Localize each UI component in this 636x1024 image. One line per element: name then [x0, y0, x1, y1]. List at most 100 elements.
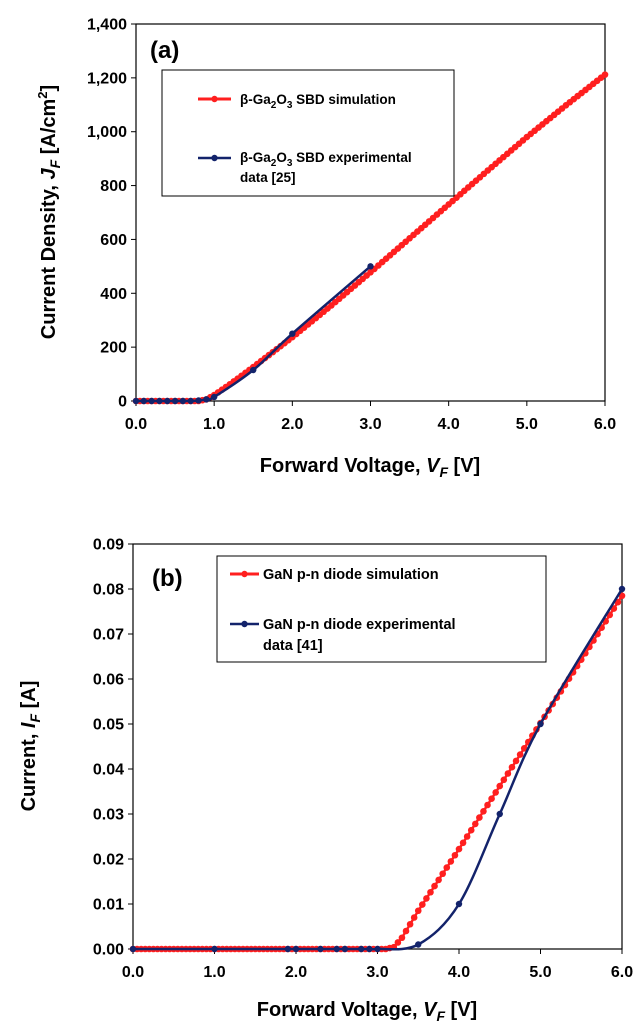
data-point	[504, 770, 512, 777]
x-tick-label: 3.0	[359, 416, 381, 433]
y-tick-label: 1,400	[87, 17, 127, 34]
panel-b-y-axis-title: Current, IF [A]	[18, 681, 43, 812]
y-tick-label: 0.05	[93, 717, 124, 734]
data-point	[211, 945, 218, 953]
data-point	[156, 397, 163, 405]
data-point	[284, 945, 292, 953]
x-tick-label: 4.0	[438, 416, 460, 433]
data-point	[171, 397, 179, 405]
x-tick-label: 2.0	[281, 416, 303, 433]
data-point	[187, 397, 194, 405]
x-tick-label: 3.0	[366, 964, 388, 981]
data-point	[508, 763, 516, 771]
panel-a-y-ticks: 0 200 400 600 800 1,000 1,200 1,400	[87, 17, 136, 411]
data-point	[496, 782, 504, 790]
y-tick-label: 0	[118, 394, 127, 411]
data-point	[435, 876, 442, 884]
legend-b-exp-label-line2: data [41]	[263, 638, 323, 654]
data-point	[410, 914, 418, 921]
data-point	[129, 945, 137, 953]
data-point	[423, 895, 430, 902]
data-point	[451, 851, 459, 859]
data-point	[520, 745, 528, 752]
panel-a-chart: 0 200 400 600 800 1,000 1,200 1,400 0.0 1.0 2.0 3.…	[35, 17, 616, 481]
y-tick-label: 0.08	[93, 582, 124, 599]
legend-a-exp-marker	[211, 154, 218, 162]
legend-a-sim-label: β-Ga2O3 SBD simulation	[240, 92, 396, 111]
y-tick-label: 0.01	[93, 897, 124, 914]
data-point	[484, 801, 491, 809]
y-tick-label: 0.09	[93, 537, 124, 554]
data-point	[467, 826, 475, 834]
x-tick-label: 4.0	[448, 964, 470, 981]
panel-a-legend-box	[161, 69, 455, 197]
data-point	[394, 939, 402, 946]
panel-b-label: (b)	[152, 565, 183, 592]
panel-b-series	[129, 585, 626, 953]
panel-a-y-axis-title: Current Density, JF [A/cm2]	[35, 85, 63, 339]
series-a-experimental	[132, 263, 374, 405]
data-point	[480, 808, 487, 815]
data-point	[500, 776, 508, 784]
panel-a-x-ticks: 0.0 1.0 2.0 3.0 4.0 5.0 6.0	[125, 401, 616, 433]
y-tick-label: 0.00	[93, 942, 124, 959]
data-point	[455, 900, 463, 908]
data-point	[210, 393, 218, 401]
x-tick-label: 5.0	[516, 416, 538, 433]
panel-b-y-ticks: 0.00 0.01 0.02 0.03 0.04 0.05 0.06 0.07 0.08 0.09	[93, 537, 133, 959]
y-tick-label: 0.07	[93, 627, 124, 644]
data-point	[419, 901, 426, 908]
data-point	[367, 263, 374, 270]
data-point	[341, 945, 349, 953]
data-point	[427, 888, 434, 896]
legend-a-exp-label-line2: data [25]	[240, 170, 296, 185]
x-tick-label: 0.0	[125, 416, 147, 433]
data-point	[516, 751, 524, 758]
legend-b-exp-label: GaN p-n diode experimental	[263, 617, 456, 633]
data-point	[492, 789, 499, 796]
legend-a-sim-marker	[211, 95, 218, 103]
data-point	[292, 945, 300, 953]
x-tick-label: 6.0	[594, 416, 616, 433]
y-tick-label: 800	[100, 178, 127, 195]
data-point	[439, 870, 447, 878]
data-point	[179, 397, 187, 405]
series-b-experimental	[129, 585, 626, 953]
series-line	[136, 265, 372, 403]
y-tick-label: 600	[100, 232, 127, 249]
y-tick-label: 1,000	[87, 124, 127, 141]
data-point	[496, 810, 503, 818]
x-tick-label: 5.0	[529, 964, 551, 981]
legend-a-exp-label: β-Ga2O3 SBD experimental	[240, 150, 412, 169]
y-tick-label: 0.03	[93, 807, 124, 824]
data-point	[472, 820, 479, 828]
data-point	[358, 945, 365, 953]
data-point	[140, 397, 148, 405]
y-tick-label: 0.02	[93, 852, 124, 869]
data-point	[402, 927, 410, 935]
y-tick-label: 200	[100, 340, 127, 357]
data-point	[431, 882, 438, 890]
x-tick-label: 2.0	[285, 964, 307, 981]
data-point	[459, 839, 467, 847]
x-tick-label: 1.0	[203, 964, 225, 981]
data-point	[455, 845, 463, 853]
panel-b-chart: 0.00 0.01 0.02 0.03 0.04 0.05 0.06 0.07 0.08 0.09…	[18, 537, 633, 1024]
data-point	[374, 945, 381, 953]
data-point	[601, 71, 609, 78]
data-point	[317, 945, 324, 953]
x-tick-label: 6.0	[611, 964, 633, 981]
data-point	[414, 907, 422, 915]
y-tick-label: 0.06	[93, 672, 124, 689]
data-point	[164, 397, 171, 405]
data-point	[415, 941, 422, 948]
panel-a-label: (a)	[150, 37, 179, 64]
panel-b-x-axis-title: Forward Voltage, VF [V]	[257, 999, 477, 1024]
data-point	[333, 945, 340, 953]
data-point	[132, 397, 140, 405]
data-point	[250, 366, 257, 374]
legend-b-exp-marker	[241, 620, 248, 628]
panel-a-x-axis-title: Forward Voltage, VF [V]	[260, 455, 480, 480]
panel-a-legend: β-Ga2O3 SBD simulation β-Ga2O3 SBD exper…	[161, 69, 455, 197]
data-point	[618, 585, 626, 593]
